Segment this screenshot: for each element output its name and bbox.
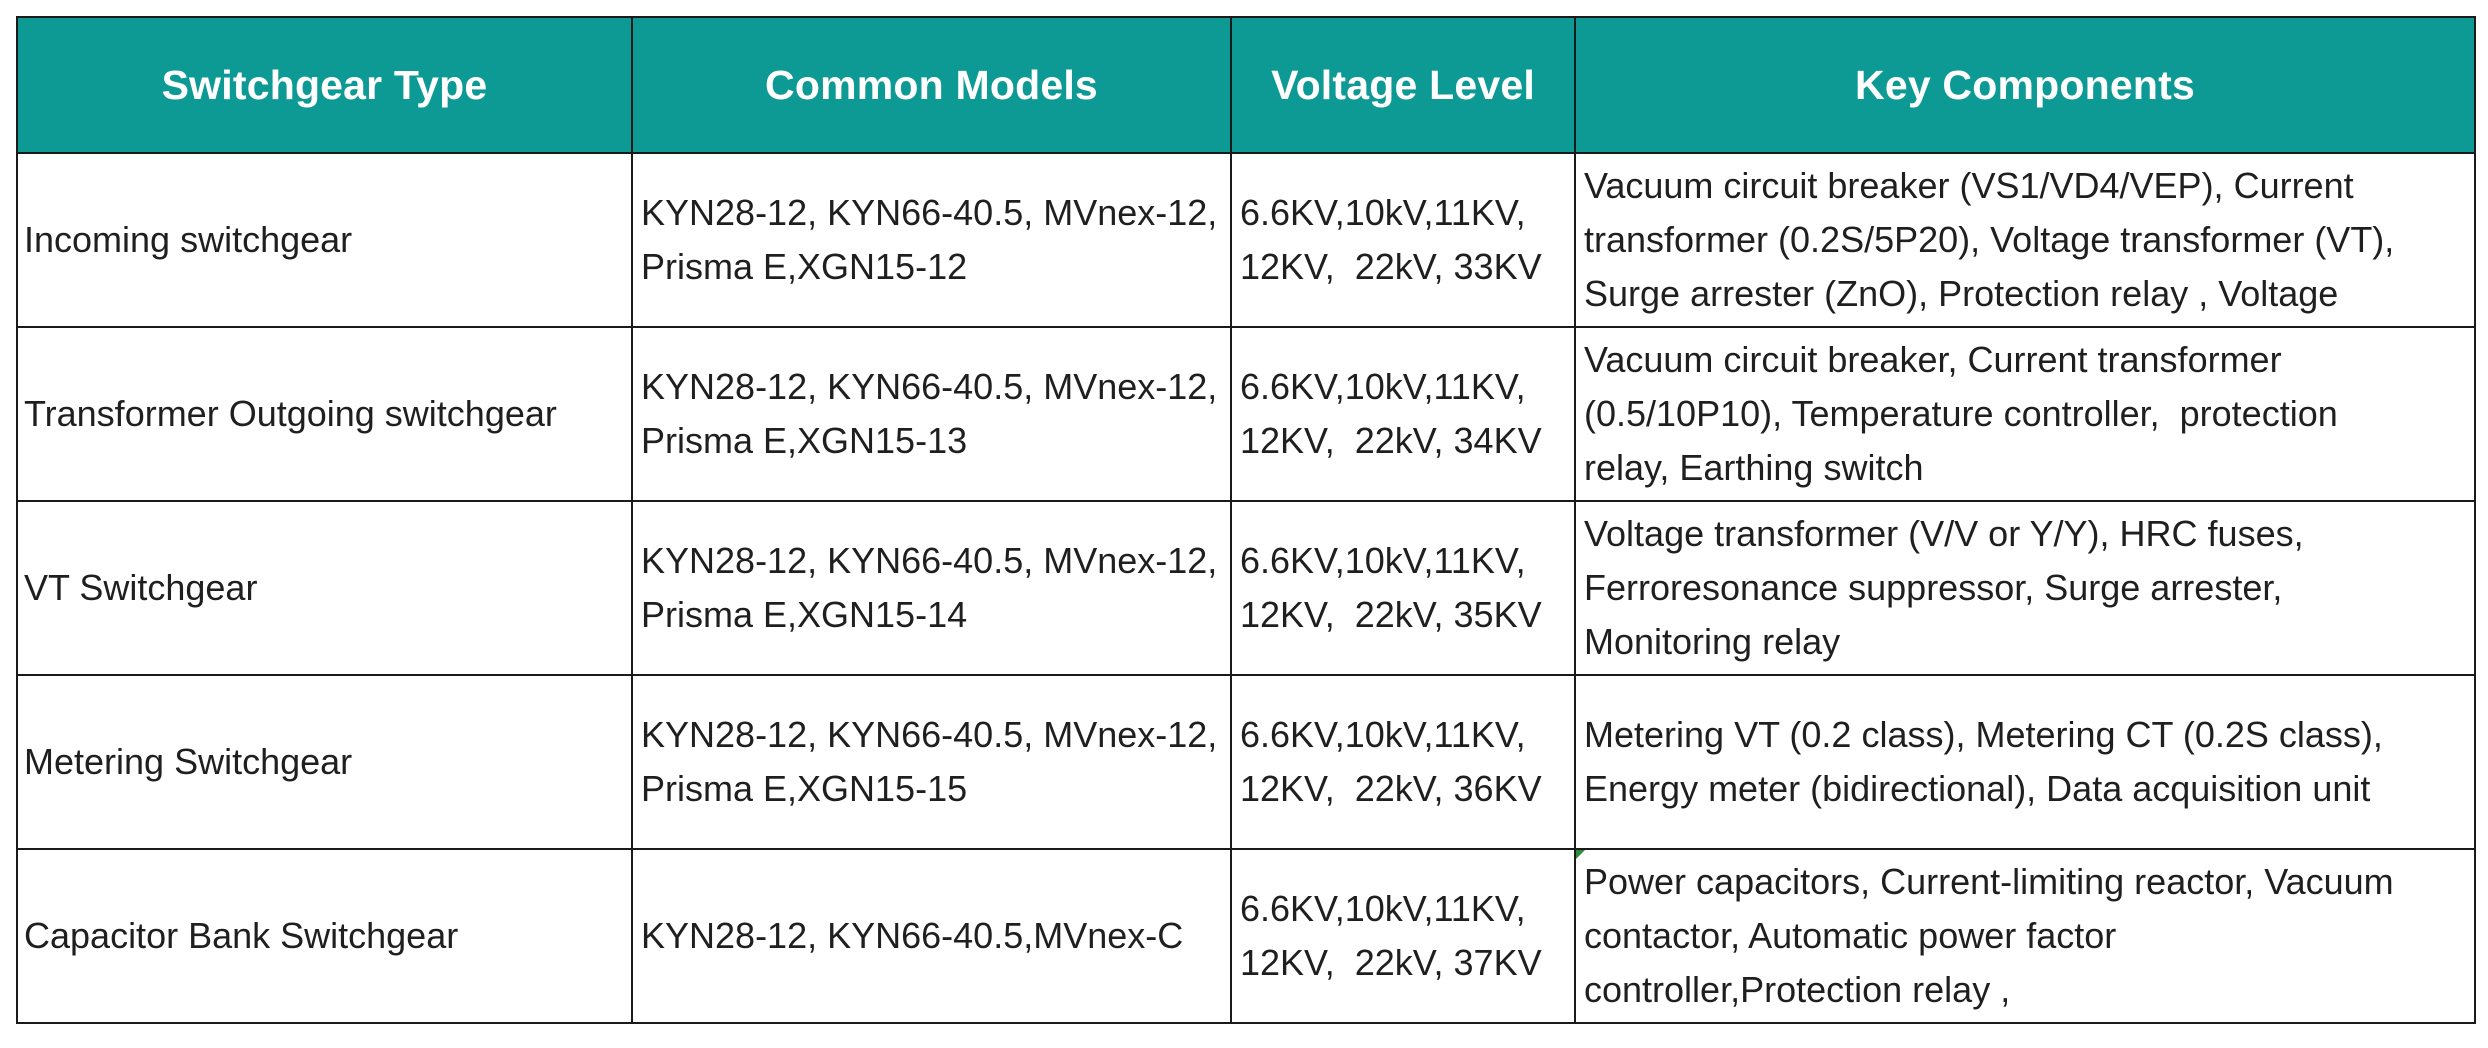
- table-row: Incoming switchgear KYN28-12, KYN66-40.5…: [16, 152, 2476, 328]
- cell-key-components[interactable]: Power capacitors, Current-limiting react…: [1574, 848, 2476, 1024]
- cell-text: KYN28-12, KYN66-40.5, MVnex-12,: [641, 192, 1218, 233]
- header-common-models[interactable]: Common Models: [631, 16, 1232, 154]
- cell-text: Prisma E,XGN15-13: [641, 420, 968, 461]
- table-row: VT Switchgear KYN28-12, KYN66-40.5, MVne…: [16, 500, 2476, 676]
- cell-text: Prisma E,XGN15-14: [641, 594, 968, 635]
- cell-text: Ferroresonance suppressor, Surge arreste…: [1584, 567, 2283, 608]
- cell-switchgear-type[interactable]: Incoming switchgear: [16, 152, 633, 328]
- table-row: Metering Switchgear KYN28-12, KYN66-40.5…: [16, 674, 2476, 850]
- cell-text: Power capacitors, Current-limiting react…: [1584, 861, 2394, 902]
- cell-text: 6.6KV,10kV,11KV,: [1240, 714, 1526, 755]
- cell-text: Energy meter (bidirectional), Data acqui…: [1584, 768, 2371, 809]
- cell-text: Capacitor Bank Switchgear: [24, 915, 459, 956]
- comment-indicator-icon: [1577, 851, 1585, 859]
- cell-switchgear-type[interactable]: VT Switchgear: [16, 500, 633, 676]
- header-key-components[interactable]: Key Components: [1574, 16, 2476, 154]
- cell-voltage-level[interactable]: 6.6KV,10kV,11KV, 12KV, 22kV, 34KV: [1230, 326, 1576, 502]
- cell-text: 6.6KV,10kV,11KV,: [1240, 366, 1526, 407]
- header-switchgear-type[interactable]: Switchgear Type: [16, 16, 633, 154]
- cell-common-models[interactable]: KYN28-12, KYN66-40.5, MVnex-12, Prisma E,…: [631, 500, 1232, 676]
- cell-switchgear-type[interactable]: Capacitor Bank Switchgear: [16, 848, 633, 1024]
- cell-voltage-level[interactable]: 6.6KV,10kV,11KV, 12KV, 22kV, 37KV: [1230, 848, 1576, 1024]
- cell-text: controller,Protection relay ,: [1584, 969, 2011, 1010]
- table-row: Transformer Outgoing switchgear KYN28-12…: [16, 326, 2476, 502]
- header-row: Switchgear Type Common Models Voltage Le…: [16, 16, 2476, 154]
- cell-voltage-level[interactable]: 6.6KV,10kV,11KV, 12KV, 22kV, 33KV: [1230, 152, 1576, 328]
- cell-text: Vacuum circuit breaker (VS1/VD4/VEP), Cu…: [1584, 165, 2354, 206]
- cell-text: 12KV, 22kV, 34KV: [1240, 420, 1542, 461]
- cell-key-components[interactable]: Vacuum circuit breaker, Current transfor…: [1574, 326, 2476, 502]
- cell-common-models[interactable]: KYN28-12, KYN66-40.5, MVnex-12, Prisma E,…: [631, 674, 1232, 850]
- cell-common-models[interactable]: KYN28-12, KYN66-40.5,MVnex-C: [631, 848, 1232, 1024]
- cell-text: transformer (0.2S/5P20), Voltage transfo…: [1584, 219, 2395, 260]
- cell-text: contactor, Automatic power factor: [1584, 915, 2117, 956]
- cell-key-components[interactable]: Voltage transformer (V/V or Y/Y), HRC fu…: [1574, 500, 2476, 676]
- cell-text: KYN28-12, KYN66-40.5, MVnex-12,: [641, 366, 1218, 407]
- cell-key-components[interactable]: Metering VT (0.2 class), Metering CT (0.…: [1574, 674, 2476, 850]
- cell-text: 12KV, 22kV, 37KV: [1240, 942, 1542, 983]
- cell-text: Monitoring relay: [1584, 621, 1841, 662]
- cell-voltage-level[interactable]: 6.6KV,10kV,11KV, 12KV, 22kV, 36KV: [1230, 674, 1576, 850]
- header-voltage-level[interactable]: Voltage Level: [1230, 16, 1576, 154]
- cell-text: 6.6KV,10kV,11KV,: [1240, 888, 1526, 929]
- cell-text: Transformer Outgoing switchgear: [24, 393, 557, 434]
- spreadsheet-sheet: Switchgear Type Common Models Voltage Le…: [16, 16, 2476, 1032]
- cell-text: 12KV, 22kV, 35KV: [1240, 594, 1542, 635]
- cell-text: Surge arrester (ZnO), Protection relay ,…: [1584, 273, 2339, 314]
- cell-text: (0.5/10P10), Temperature controller, pro…: [1584, 393, 2338, 434]
- cell-text: KYN28-12, KYN66-40.5, MVnex-12,: [641, 540, 1218, 581]
- cell-text: KYN28-12, KYN66-40.5, MVnex-12,: [641, 714, 1218, 755]
- cell-common-models[interactable]: KYN28-12, KYN66-40.5, MVnex-12, Prisma E,…: [631, 152, 1232, 328]
- cell-voltage-level[interactable]: 6.6KV,10kV,11KV, 12KV, 22kV, 35KV: [1230, 500, 1576, 676]
- cell-text: Metering Switchgear: [24, 741, 353, 782]
- table-body: Incoming switchgear KYN28-12, KYN66-40.5…: [16, 152, 2476, 1024]
- switchgear-table: Switchgear Type Common Models Voltage Le…: [16, 16, 2476, 1024]
- cell-common-models[interactable]: KYN28-12, KYN66-40.5, MVnex-12, Prisma E,…: [631, 326, 1232, 502]
- cell-text: relay, Earthing switch: [1584, 447, 1924, 488]
- cell-text: 6.6KV,10kV,11KV,: [1240, 540, 1526, 581]
- table-row: Capacitor Bank Switchgear KYN28-12, KYN6…: [16, 848, 2476, 1024]
- cell-text: Incoming switchgear: [24, 219, 353, 260]
- cell-text: Metering VT (0.2 class), Metering CT (0.…: [1584, 714, 2383, 755]
- cell-text: Vacuum circuit breaker, Current transfor…: [1584, 339, 2282, 380]
- cell-text: VT Switchgear: [24, 567, 258, 608]
- cell-text: Prisma E,XGN15-15: [641, 768, 968, 809]
- cell-text: 12KV, 22kV, 33KV: [1240, 246, 1542, 287]
- cell-text: 12KV, 22kV, 36KV: [1240, 768, 1542, 809]
- cell-text: KYN28-12, KYN66-40.5,MVnex-C: [641, 915, 1184, 956]
- cell-text: Voltage transformer (V/V or Y/Y), HRC fu…: [1584, 513, 2304, 554]
- cell-text: Prisma E,XGN15-12: [641, 246, 968, 287]
- cell-switchgear-type[interactable]: Metering Switchgear: [16, 674, 633, 850]
- cell-key-components[interactable]: Vacuum circuit breaker (VS1/VD4/VEP), Cu…: [1574, 152, 2476, 328]
- cell-switchgear-type[interactable]: Transformer Outgoing switchgear: [16, 326, 633, 502]
- cell-text: 6.6KV,10kV,11KV,: [1240, 192, 1526, 233]
